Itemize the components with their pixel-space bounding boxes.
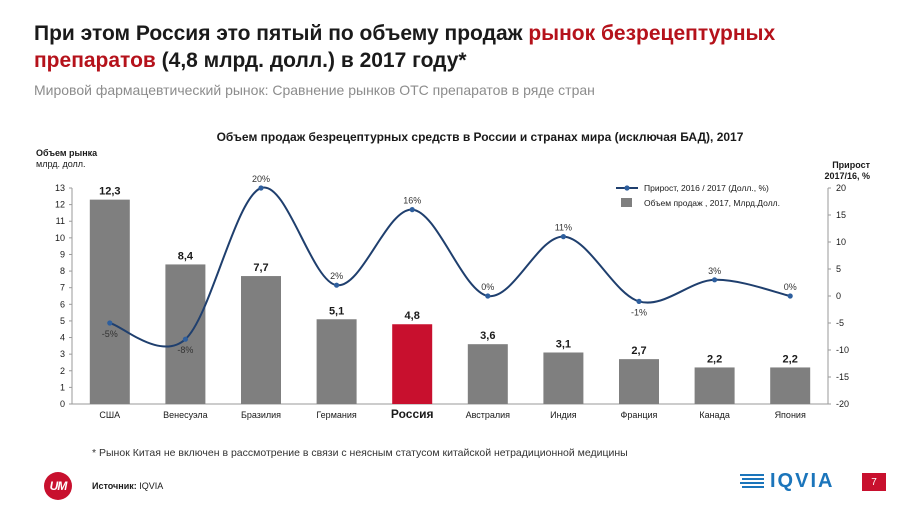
page-subtitle: Мировой фармацевтический рынок: Сравнени… bbox=[34, 82, 595, 98]
growth-value-label: 20% bbox=[252, 174, 270, 184]
bar-value-label: 12,3 bbox=[99, 186, 120, 198]
title-text-2: (4,8 млрд. долл.) в 2017 году* bbox=[155, 49, 467, 72]
growth-point bbox=[560, 234, 567, 240]
y-left-tick-label: 10 bbox=[55, 233, 65, 243]
bar-2 bbox=[241, 276, 281, 404]
x-tick-label: Франция bbox=[621, 410, 658, 420]
growth-point bbox=[787, 293, 793, 299]
y-right-tick-label: 0 bbox=[836, 291, 841, 301]
bar-6 bbox=[543, 352, 584, 404]
legend-line-label: Прирост, 2016 / 2017 (Долл., %) bbox=[644, 183, 769, 193]
chart-title: Объем продаж безрецептурных средств в Ро… bbox=[216, 130, 744, 144]
growth-value-label: -8% bbox=[177, 345, 193, 355]
x-tick-label: Индия bbox=[550, 410, 577, 420]
y-right-tick-label: -15 bbox=[836, 372, 849, 382]
y-right-tick-label: 5 bbox=[836, 264, 841, 274]
page-number: 7 bbox=[862, 473, 886, 491]
bar-value-label: 3,1 bbox=[556, 338, 571, 350]
legend-bar-swatch bbox=[621, 198, 632, 207]
iqvia-mark-icon bbox=[740, 474, 764, 488]
bar-8 bbox=[694, 367, 735, 404]
growth-value-label: 0% bbox=[481, 282, 494, 292]
growth-line bbox=[109, 186, 791, 348]
bar-4 bbox=[392, 324, 433, 404]
growth-point bbox=[712, 277, 718, 283]
y-right-tick-label: -10 bbox=[836, 345, 849, 355]
title-text-1: При этом Россия это пятый по объему прод… bbox=[34, 22, 529, 45]
x-tick-label: Япония bbox=[775, 410, 806, 420]
um-logo: UM bbox=[44, 472, 72, 500]
bar-9 bbox=[770, 367, 811, 404]
y-left-tick-label: 1 bbox=[60, 382, 65, 392]
growth-point bbox=[334, 282, 340, 288]
y-right-axis-title: Прирост 2017/16, % bbox=[824, 160, 870, 181]
y-right-tick-label: 10 bbox=[836, 237, 846, 247]
y-left-tick-label: 3 bbox=[60, 349, 65, 359]
y-left-axis-title: Объем рынка млрд. долл. bbox=[36, 148, 97, 170]
source-value: IQVIA bbox=[139, 481, 164, 491]
x-tick-label: Канада bbox=[699, 410, 729, 420]
bar-1 bbox=[165, 264, 206, 404]
bar-3 bbox=[316, 319, 357, 404]
y-right-tick-label: -20 bbox=[836, 399, 849, 409]
y-left-tick-label: 6 bbox=[60, 299, 65, 309]
bar-5 bbox=[467, 344, 508, 404]
bar-value-label: 2,2 bbox=[783, 353, 798, 365]
growth-value-label: 3% bbox=[708, 266, 721, 276]
growth-point bbox=[258, 185, 264, 191]
iqvia-logo: IQVIA bbox=[740, 470, 834, 492]
growth-value-label: -5% bbox=[102, 329, 118, 339]
y-left-tick-label: 7 bbox=[60, 283, 65, 293]
y-left-tick-label: 9 bbox=[60, 249, 65, 259]
y-left-title-bold: Объем рынка bbox=[36, 148, 98, 158]
bar-value-label: 2,2 bbox=[707, 353, 722, 365]
y-left-tick-label: 5 bbox=[60, 316, 65, 326]
source-label: Источник: bbox=[92, 481, 137, 491]
bar-value-label: 2,7 bbox=[631, 345, 646, 357]
page-title: При этом Россия это пятый по объему прод… bbox=[34, 20, 874, 74]
growth-value-label: 2% bbox=[330, 271, 343, 281]
bar-value-label: 3,6 bbox=[480, 330, 495, 342]
bar-value-label: 7,7 bbox=[253, 262, 268, 274]
y-right-tick-label: 20 bbox=[836, 183, 846, 193]
bar-0 bbox=[89, 199, 130, 404]
bar-value-label: 8,4 bbox=[178, 250, 194, 262]
bar-value-label: 4,8 bbox=[405, 310, 420, 322]
x-tick-label: Россия bbox=[391, 407, 434, 421]
y-left-tick-label: 12 bbox=[55, 200, 65, 210]
legend-bar-label: Объем продаж , 2017, Млрд.Долл. bbox=[644, 198, 780, 208]
x-tick-label: Бразилия bbox=[241, 410, 281, 420]
y-left-tick-label: 4 bbox=[60, 333, 65, 343]
growth-point bbox=[636, 298, 642, 304]
bar-value-label: 5,1 bbox=[329, 305, 344, 317]
x-tick-label: Венесуэла bbox=[163, 410, 208, 420]
x-tick-label: Австралия bbox=[466, 410, 511, 420]
y-left-tick-label: 11 bbox=[56, 216, 65, 226]
y-left-tick-label: 0 bbox=[60, 399, 65, 409]
growth-point bbox=[409, 207, 415, 213]
growth-value-label: -1% bbox=[631, 307, 647, 317]
y-left-tick-label: 8 bbox=[60, 266, 65, 276]
growth-point bbox=[485, 293, 491, 299]
growth-value-label: 16% bbox=[403, 196, 421, 206]
bar-7 bbox=[619, 359, 659, 404]
x-tick-label: Германия bbox=[316, 410, 356, 420]
growth-value-label: 0% bbox=[784, 282, 797, 292]
y-left-title-unit: млрд. долл. bbox=[36, 159, 86, 169]
growth-point bbox=[107, 320, 113, 326]
y-left-tick-label: 2 bbox=[60, 366, 65, 376]
y-left-tick-label: 13 bbox=[55, 183, 65, 193]
footnote: * Рынок Китая не включен в рассмотрение … bbox=[92, 447, 628, 459]
y-right-tick-label: -5 bbox=[836, 318, 844, 328]
legend-line-marker bbox=[624, 185, 630, 191]
y-right-tick-label: 15 bbox=[836, 210, 846, 220]
source-line: Источник: IQVIA bbox=[92, 481, 163, 491]
title-accent: рынок безрецептурных препаратов bbox=[34, 22, 776, 72]
iqvia-wordmark: IQVIA bbox=[770, 469, 835, 492]
growth-value-label: 11% bbox=[555, 223, 572, 233]
x-tick-label: США bbox=[99, 410, 120, 420]
growth-point bbox=[182, 336, 188, 342]
